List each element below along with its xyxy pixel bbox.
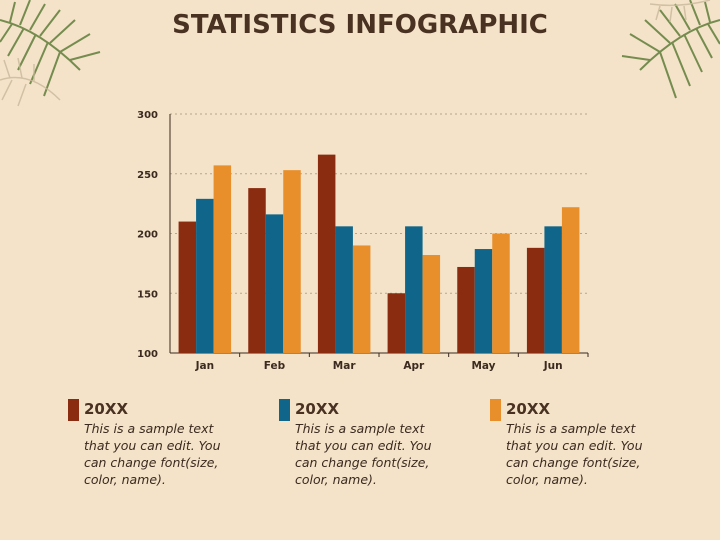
y-tick-label: 200 [137, 230, 158, 241]
legend-text-3: This is a sample text that you can edit.… [506, 421, 643, 487]
bar-feb-series-1 [248, 188, 266, 353]
bar-may-series-2 [474, 249, 493, 353]
bar-jun-series-1 [526, 247, 545, 353]
x-tick-label: Jun [543, 360, 563, 372]
x-tick-label: Jan [195, 360, 214, 372]
legend-swatch-2 [279, 399, 290, 421]
bar-mar-series-3 [352, 245, 371, 353]
y-tick-label: 300 [137, 110, 158, 121]
legend-swatch-3 [490, 399, 501, 421]
y-tick-label: 250 [137, 170, 158, 181]
bar-feb-series-3 [283, 170, 301, 353]
bar-may-series-1 [457, 266, 475, 353]
bar-may-series-3 [492, 233, 510, 353]
legend-heading-3: 20XX [506, 400, 551, 418]
legend-text-2: This is a sample text that you can edit.… [295, 421, 432, 487]
x-tick-label: May [471, 360, 495, 372]
x-tick-label: Mar [333, 360, 357, 372]
legend-swatch-1 [68, 399, 79, 421]
palm-leaf-left-icon [0, 0, 101, 107]
legend-heading-1: 20XX [84, 400, 129, 418]
palm-leaf-right-icon [621, 0, 720, 99]
bar-apr-series-3 [422, 255, 441, 353]
bar-jan-series-3 [213, 165, 232, 353]
y-tick-label: 150 [137, 289, 158, 300]
legend-heading-2: 20XX [295, 400, 340, 418]
legend-text-1: This is a sample text that you can edit.… [84, 421, 221, 487]
page-title: STATISTICS INFOGRAPHIC [172, 10, 548, 40]
bar-mar-series-1 [317, 154, 336, 353]
bar-apr-series-1 [387, 293, 406, 353]
bar-jun-series-2 [544, 226, 562, 353]
y-tick-label: 100 [137, 349, 158, 360]
x-tick-label: Feb [264, 360, 286, 372]
bar-feb-series-2 [265, 214, 284, 353]
bar-jan-series-2 [196, 198, 214, 353]
bar-apr-series-2 [405, 226, 423, 353]
bar-jan-series-1 [178, 221, 197, 353]
bar-mar-series-2 [335, 226, 353, 353]
bar-jun-series-3 [561, 207, 580, 353]
x-tick-label: Apr [403, 360, 425, 372]
